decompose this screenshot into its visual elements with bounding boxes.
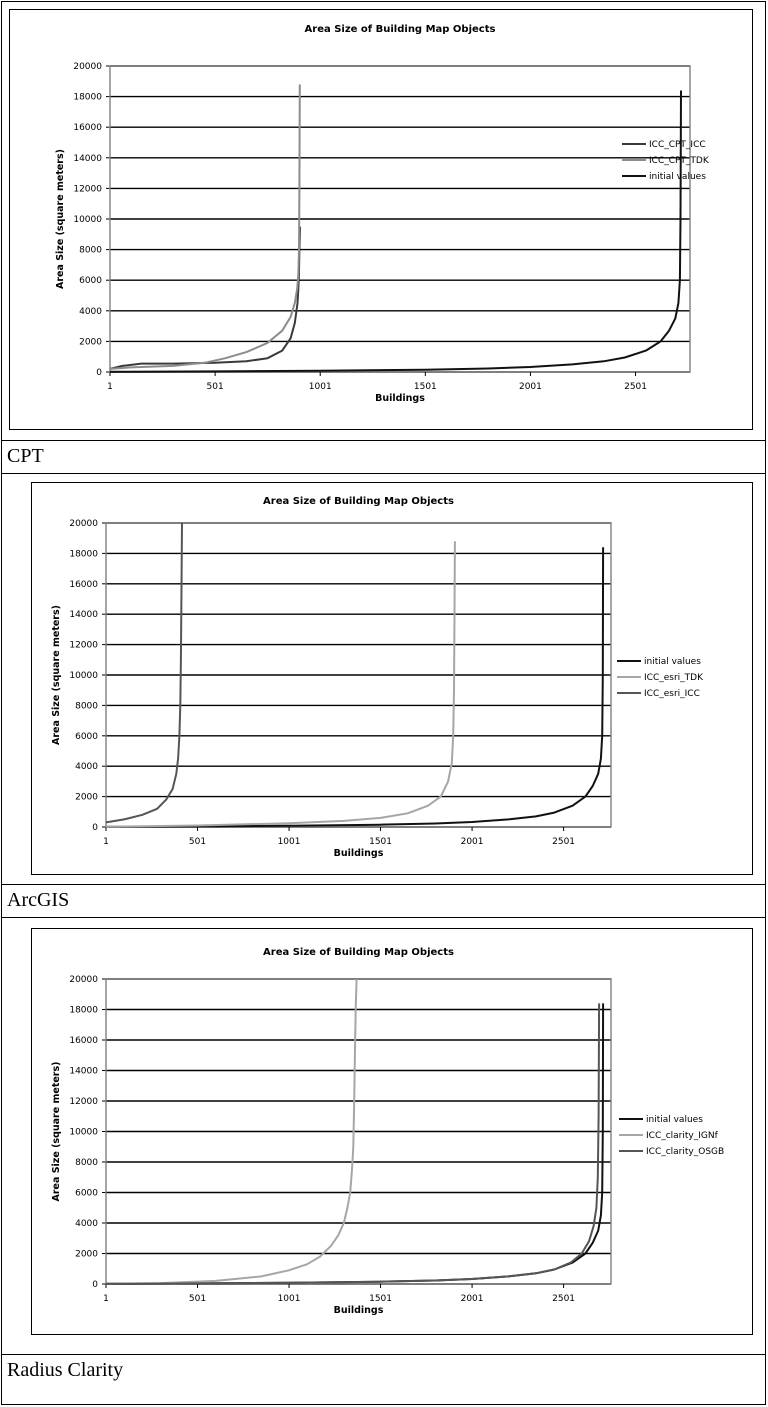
y-tick-label: 12000 [73, 184, 102, 194]
legend-label: initial values [649, 172, 706, 182]
y-tick-label: 16000 [69, 1036, 98, 1046]
y-tick-label: 8000 [75, 1158, 98, 1168]
series-line-icc-esri-icc [105, 522, 183, 824]
y-tick-label: 4000 [79, 307, 102, 317]
x-tick-label: 1501 [414, 382, 437, 392]
y-tick-label: 12000 [69, 1097, 98, 1107]
y-tick-label: 2000 [75, 1250, 98, 1260]
legend-label: ICC_clarity_OSGB [646, 1147, 724, 1157]
plot-area [109, 65, 691, 373]
y-tick-label: 10000 [69, 671, 98, 681]
x-axis-label: Buildings [334, 848, 384, 859]
legend-label: initial values [646, 1115, 703, 1125]
legend-label: ICC_esri_TDK [644, 673, 704, 683]
x-tick-label: 1501 [369, 1294, 392, 1304]
y-tick-label: 14000 [69, 1067, 98, 1077]
legend-label: ICC_esri_ICC [644, 689, 700, 699]
y-tick-label: 0 [96, 368, 102, 378]
y-tick-label: 8000 [75, 701, 98, 711]
chart-title: Area Size of Building Map Objects [263, 947, 454, 958]
x-tick-label: 2001 [519, 382, 542, 392]
y-tick-label: 0 [92, 1280, 98, 1290]
y-axis-label: Area Size (square meters) [51, 605, 62, 745]
legend-label: ICC_clarity_IGNf [646, 1131, 719, 1141]
y-tick-label: 6000 [79, 276, 102, 286]
y-tick-label: 20000 [69, 975, 98, 985]
y-tick-label: 18000 [69, 549, 98, 559]
x-tick-label: 1001 [309, 382, 332, 392]
series-line-initial-values [109, 90, 682, 373]
series-line-initial-values [105, 547, 605, 828]
y-tick-label: 10000 [73, 215, 102, 225]
y-tick-label: 14000 [73, 154, 102, 164]
y-tick-label: 14000 [69, 610, 98, 620]
x-tick-label: 2501 [552, 837, 575, 847]
caption-cpt: CPT [1, 441, 766, 474]
plot-area [105, 978, 612, 1285]
chart-panel-3: Area Size of Building Map Objects 0 2000 40… [1, 918, 766, 1355]
chart-panel-2: Area Size of Building Map Objects 0 2000 40… [1, 474, 766, 885]
x-tick-label: 501 [189, 1294, 206, 1304]
y-tick-label: 18000 [69, 1006, 98, 1016]
y-axis-label: Area Size (square meters) [51, 1062, 62, 1202]
y-axis-label: Area Size (square meters) [55, 149, 66, 289]
series-line-icc-cpt-icc [109, 226, 301, 370]
x-tick-label: 2501 [624, 382, 647, 392]
x-axis-label: Buildings [334, 1305, 384, 1316]
series-line-icc-esri-tdk [105, 541, 456, 828]
y-tick-label: 16000 [69, 580, 98, 590]
x-tick-label: 501 [207, 382, 224, 392]
caption-radius-clarity: Radius Clarity [7, 1359, 124, 1381]
y-tick-label: 18000 [73, 93, 102, 103]
x-tick-label: 2001 [461, 1294, 484, 1304]
y-tick-label: 2000 [75, 793, 98, 803]
legend-label: ICC_CPT_ICC [649, 140, 706, 150]
chart-frame-3: Area Size of Building Map Objects 0 2000 40… [31, 928, 753, 1335]
y-tick-label: 16000 [73, 123, 102, 133]
y-tick-label: 20000 [73, 62, 102, 72]
x-tick-label: 1 [107, 382, 113, 392]
series-line-icc-clarity-ignf [105, 978, 358, 1285]
x-tick-label: 1 [103, 837, 109, 847]
y-tick-label: 6000 [75, 1189, 98, 1199]
chart-arcgis: Area Size of Building Map Objects 0 2000 40… [51, 496, 704, 859]
chart-frame-1: Area Size of Building Map Objects 0 2000 40… [9, 9, 753, 430]
y-tick-label: 10000 [69, 1128, 98, 1138]
chart-title: Area Size of Building Map Objects [305, 24, 496, 35]
x-axis-label: Buildings [375, 393, 425, 404]
caption-arcgis: ArcGIS [1, 885, 766, 918]
chart-cpt: Area Size of Building Map Objects 0 2000 40… [55, 24, 710, 404]
y-tick-label: 4000 [75, 1219, 98, 1229]
x-tick-label: 1001 [278, 1294, 301, 1304]
x-tick-label: 2001 [461, 837, 484, 847]
series-line-icc-cpt-tdk [109, 84, 301, 370]
legend-label: ICC_CPT_TDK [649, 156, 710, 166]
x-tick-label: 1501 [369, 837, 392, 847]
chart-title: Area Size of Building Map Objects [263, 496, 454, 507]
chart-panel-1: Area Size of Building Map Objects 0 2000 40… [1, 1, 766, 441]
x-tick-label: 1 [103, 1294, 109, 1304]
x-tick-label: 2501 [552, 1294, 575, 1304]
series-line-icc-clarity-osgb [105, 1003, 601, 1285]
y-tick-label: 4000 [75, 762, 98, 772]
y-tick-label: 8000 [79, 246, 102, 256]
y-tick-label: 12000 [69, 641, 98, 651]
chart-frame-2: Area Size of Building Map Objects 0 2000 40… [31, 482, 753, 875]
plot-area [105, 522, 612, 828]
legend-label: initial values [644, 657, 701, 667]
y-tick-label: 2000 [79, 337, 102, 347]
y-tick-label: 20000 [69, 519, 98, 529]
x-tick-label: 501 [189, 837, 206, 847]
x-tick-label: 1001 [278, 837, 301, 847]
chart-radius-clarity: Area Size of Building Map Objects 0 2000 40… [51, 947, 724, 1316]
y-tick-label: 6000 [75, 732, 98, 742]
y-tick-label: 0 [92, 823, 98, 833]
